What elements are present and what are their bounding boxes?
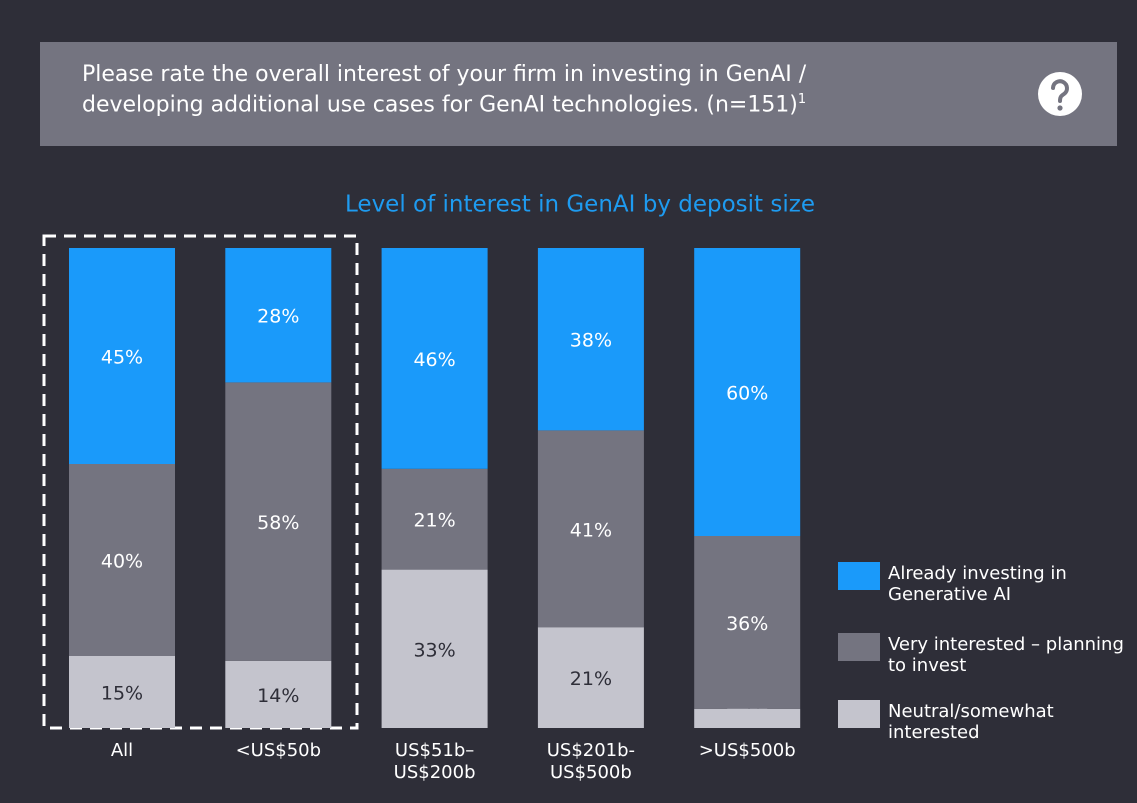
bar-segment (381, 248, 488, 469)
bar-segment (694, 248, 801, 536)
value-label: 46% (413, 349, 455, 371)
bar-segment (225, 248, 332, 383)
value-label: 41% (570, 519, 612, 541)
bar-segment (69, 656, 175, 728)
question-box: Please rate the overall interest of your… (40, 42, 1117, 146)
value-label: 21% (413, 510, 455, 532)
question-text: developing additional use cases for GenA… (82, 92, 798, 118)
bar-segment (537, 430, 644, 628)
bar-segment (537, 627, 644, 728)
value-label: 45% (101, 347, 143, 369)
x-tick-label: All (110, 740, 134, 761)
x-tick-label: <US$50b (235, 740, 322, 761)
x-tick-label: US$51b–US$200b (393, 740, 476, 783)
bar-segment (537, 248, 644, 431)
bar-segment (69, 464, 175, 656)
value-label: 60% (726, 383, 768, 405)
bar-segment (225, 660, 332, 728)
value-label: 33% (413, 639, 455, 661)
bar-segment (694, 536, 801, 709)
footnote-marker: 1 (797, 92, 807, 107)
bar-segment (69, 248, 175, 464)
legend-swatch (838, 562, 880, 590)
value-label: 38% (570, 330, 612, 352)
value-label: 28% (257, 306, 299, 328)
question-line: developing additional use cases for GenA… (82, 92, 806, 117)
bar-segment (225, 382, 332, 661)
legend-label: Already investing in Generative AI (888, 563, 1067, 605)
value-label: 36% (726, 613, 768, 635)
legend-label: Very interested – planning to invest (888, 634, 1124, 676)
highlight-box (42, 234, 359, 730)
legend-swatch (838, 700, 880, 728)
bar-segment (381, 569, 488, 728)
x-tick-label: >US$500b (698, 740, 796, 761)
question-line: Please rate the overall interest of your… (82, 62, 807, 87)
x-tick-label: US$201b-US$500b (546, 740, 636, 783)
help-icon (1038, 72, 1082, 116)
value-label: 14% (257, 685, 299, 707)
bar-segment (381, 468, 488, 570)
value-label: 15% (101, 683, 143, 705)
legend-swatch (838, 633, 880, 661)
chart-title: Level of interest in GenAI by deposit si… (345, 192, 815, 218)
value-label: 40% (101, 551, 143, 573)
value-label: 21% (570, 668, 612, 690)
value-label: 58% (257, 512, 299, 534)
legend-label: Neutral/somewhat interested (888, 701, 1054, 743)
bar-segment (694, 708, 801, 728)
